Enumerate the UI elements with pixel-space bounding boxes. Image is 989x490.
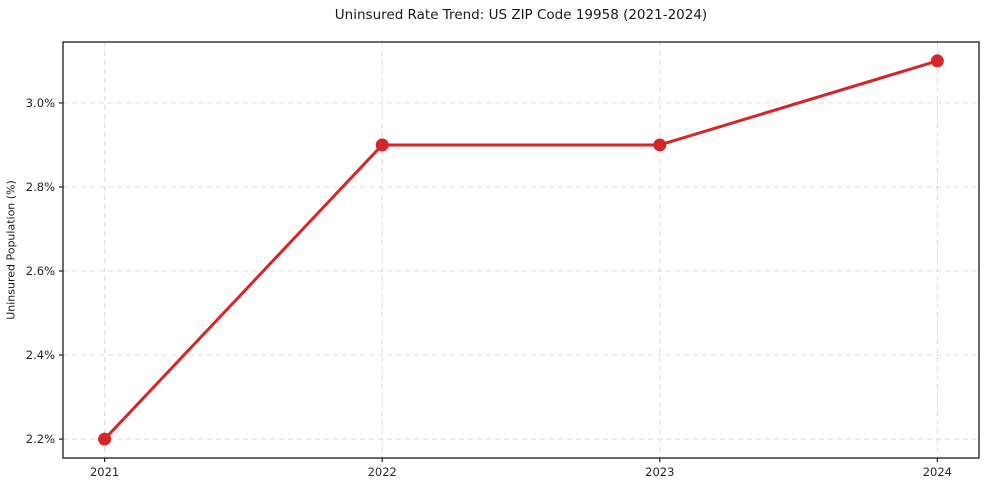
- chart-title: Uninsured Rate Trend: US ZIP Code 19958 …: [334, 7, 708, 23]
- data-point: [98, 432, 112, 446]
- y-tick-label: 3.0%: [26, 96, 55, 110]
- y-tick-label: 2.8%: [26, 180, 55, 194]
- trend-line: [103, 59, 939, 441]
- plot-border: [62, 41, 980, 459]
- x-tick-label: 2021: [90, 465, 119, 479]
- data-point: [653, 138, 667, 152]
- x-tick-label: 2023: [645, 465, 674, 479]
- data-point: [375, 138, 389, 152]
- y-tick-label: 2.6%: [26, 264, 55, 278]
- data-point: [930, 54, 944, 68]
- x-tick-label: 2024: [923, 465, 952, 479]
- y-tick-label: 2.2%: [26, 432, 55, 446]
- y-axis-label-text: Uninsured Population (%): [4, 180, 18, 320]
- y-tick-label: 2.4%: [26, 348, 55, 362]
- x-tick-label: 2022: [368, 465, 397, 479]
